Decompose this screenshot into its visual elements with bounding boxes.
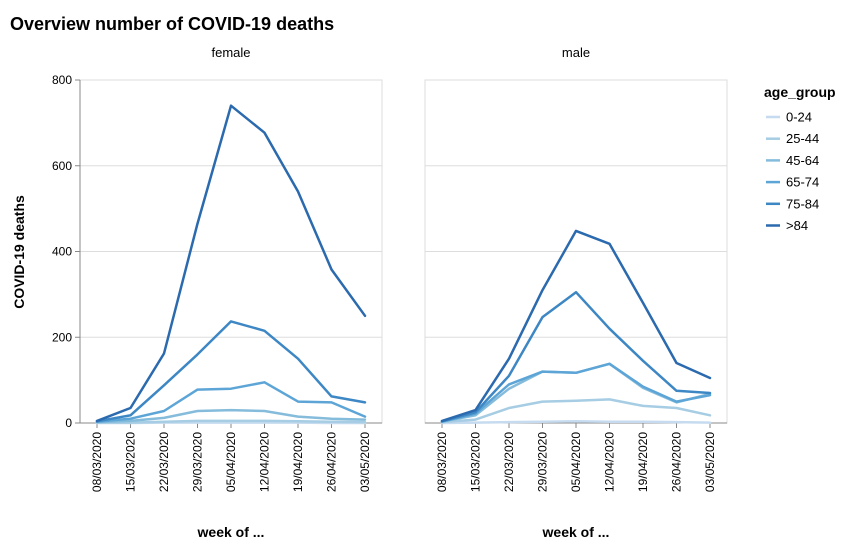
legend-label-45-64: 45-64 — [786, 153, 819, 168]
x-tick-label-male-5: 12/04/2020 — [603, 432, 617, 492]
series-line-female-75-84 — [97, 321, 365, 421]
facet-female: female 0 200 400 600 800 08/03/2020 15/03/2020 2… — [52, 45, 382, 540]
x-tick-label-male-2: 22/03/2020 — [502, 432, 516, 492]
x-axis-title-male: week of ... — [542, 524, 610, 540]
x-tick-label-male-8: 03/05/2020 — [703, 432, 717, 492]
legend-label-75-84: 75-84 — [786, 196, 819, 211]
facet-male: male 08/03/2020 15/03/2020 22/03/2020 29/03/… — [425, 45, 727, 540]
y-tick-label-600: 600 — [52, 159, 72, 173]
legend-item-75-84: 75-84 — [766, 196, 819, 211]
x-tick-label-female-0: 08/03/2020 — [90, 432, 104, 492]
x-tick-label-male-3: 29/03/2020 — [536, 432, 550, 492]
x-tick-label-male-6: 19/04/2020 — [636, 432, 650, 492]
x-tick-label-female-6: 19/04/2020 — [291, 432, 305, 492]
legend-item-0-24: 0-24 — [766, 110, 812, 125]
x-tick-label-male-0: 08/03/2020 — [435, 432, 449, 492]
facets-layer: female 0 200 400 600 800 08/03/2020 15/03/2020 2… — [52, 45, 727, 540]
series-line-female->84 — [97, 106, 365, 421]
y-axis-title: COVID-19 deaths — [11, 195, 27, 309]
series-line-male-65-74 — [442, 364, 710, 422]
x-tick-label-male-4: 05/04/2020 — [569, 432, 583, 492]
legend-item-45-64: 45-64 — [766, 153, 819, 168]
y-tick-label-400: 400 — [52, 245, 72, 259]
legend-item-25-44: 25-44 — [766, 131, 819, 146]
y-tick-label-0: 0 — [65, 416, 72, 430]
x-tick-label-female-7: 26/04/2020 — [325, 432, 339, 492]
x-tick-label-female-3: 29/03/2020 — [191, 432, 205, 492]
x-tick-label-female-1: 15/03/2020 — [124, 432, 138, 492]
x-tick-label-male-7: 26/04/2020 — [670, 432, 684, 492]
legend-item-65-74: 65-74 — [766, 175, 819, 190]
legend-label->84: >84 — [786, 218, 808, 233]
x-tick-label-female-2: 22/03/2020 — [157, 432, 171, 492]
y-tick-label-800: 800 — [52, 73, 72, 87]
legend: age_group 0-24 25-44 45-64 65-74 75-84 >84 — [764, 84, 836, 233]
legend-item->84: >84 — [766, 218, 808, 233]
chart-title: Overview number of COVID-19 deaths — [10, 14, 334, 34]
x-tick-label-female-5: 12/04/2020 — [258, 432, 272, 492]
x-tick-label-female-8: 03/05/2020 — [358, 432, 372, 492]
legend-label-25-44: 25-44 — [786, 131, 819, 146]
facet-title-male: male — [562, 45, 590, 60]
y-tick-label-200: 200 — [52, 330, 72, 344]
x-axis-title-female: week of ... — [197, 524, 265, 540]
x-tick-label-male-1: 15/03/2020 — [469, 432, 483, 492]
legend-label-65-74: 65-74 — [786, 175, 819, 190]
legend-label-0-24: 0-24 — [786, 110, 812, 125]
facet-title-female: female — [211, 45, 250, 60]
x-tick-label-female-4: 05/04/2020 — [224, 432, 238, 492]
series-line-male->84 — [442, 231, 710, 421]
legend-title: age_group — [764, 84, 836, 100]
